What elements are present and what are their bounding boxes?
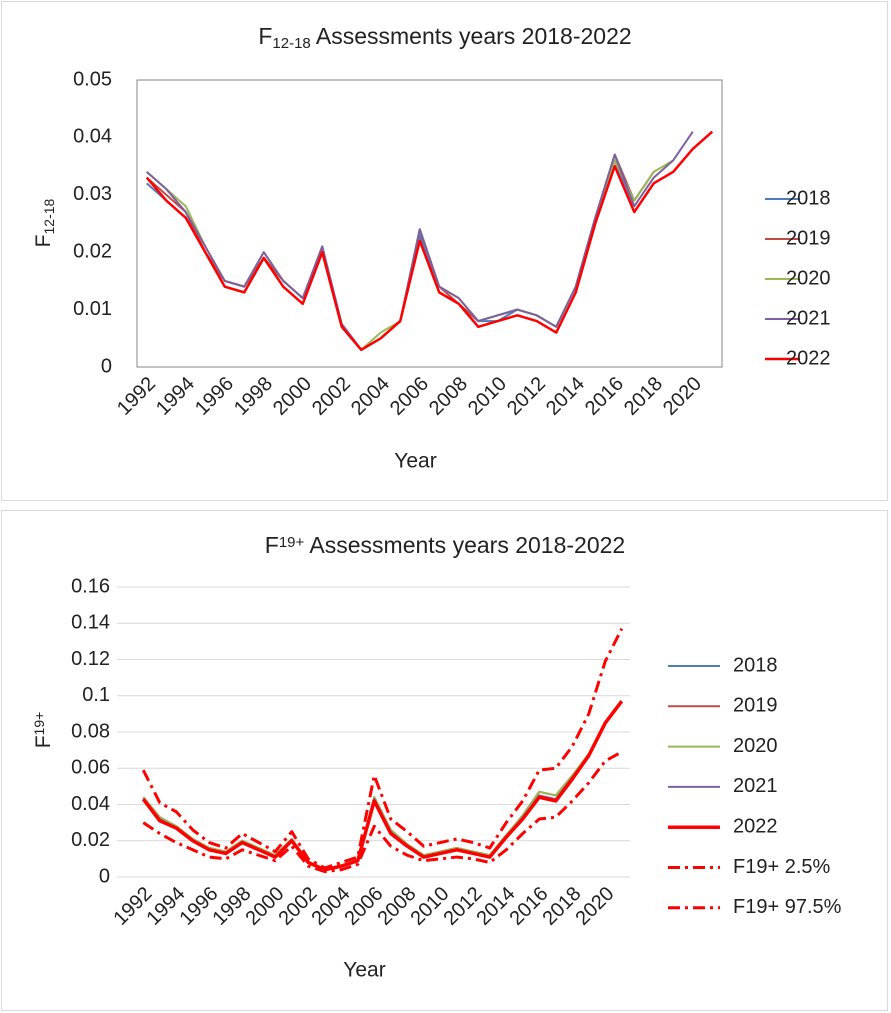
y-tick-label: 0.01	[73, 298, 112, 320]
x-axis-title: Year	[343, 959, 385, 982]
text-subscript: 12-18	[272, 35, 310, 52]
y-tick-label: 0.04	[73, 126, 112, 148]
legend-label: 2019	[733, 695, 778, 717]
rich-text: F12-18	[32, 198, 57, 247]
legend-label: 2019	[786, 227, 831, 249]
text-superscript: 19+	[31, 712, 47, 736]
y-tick-label: 0.16	[71, 575, 110, 597]
rich-text: F19+	[31, 712, 55, 749]
y-tick-label: 0.04	[71, 793, 110, 815]
legend-label: 2021	[733, 775, 778, 797]
rich-text: F19+ Assessments years 2018-2022	[265, 532, 625, 558]
x-axis-title: Year	[394, 450, 436, 473]
text-rest: Assessments years 2018-2022	[311, 23, 632, 49]
series-line	[146, 131, 694, 351]
text-superscript: 19+	[279, 534, 305, 551]
panel-frame	[1, 510, 888, 1011]
series-line	[142, 750, 623, 874]
legend-label: 2022	[733, 815, 778, 837]
legend-label: F19+ 2.5%	[733, 856, 831, 878]
text-base: F	[32, 234, 55, 247]
legend-label: F19+ 97.5%	[733, 896, 842, 918]
y-tick-label: 0.02	[73, 240, 112, 262]
y-tick-label: 0.02	[71, 829, 110, 851]
text-base: F	[258, 23, 272, 49]
y-tick-label: 0.06	[71, 757, 110, 779]
plot-frame	[136, 79, 723, 368]
text-base: F	[265, 532, 279, 558]
y-tick-label: 0.12	[71, 648, 110, 670]
legend-label: 2018	[786, 187, 831, 209]
y-tick-label: 0.1	[82, 684, 110, 706]
rich-text: F12-18 Assessments years 2018-2022	[258, 23, 631, 52]
legend-label: 2018	[733, 654, 778, 676]
y-tick-label: 0	[99, 865, 110, 887]
legend-label: 2021	[786, 307, 831, 329]
series-line	[145, 130, 714, 352]
text-base: F	[32, 735, 55, 748]
panel-frame	[1, 1, 888, 501]
y-tick-label: 0.08	[71, 720, 110, 742]
series-line	[141, 700, 624, 872]
text-subscript: 12-18	[41, 198, 57, 234]
y-tick-label: 0.03	[73, 183, 112, 205]
legend-label: 2020	[733, 735, 778, 757]
y-tick-label: 0.05	[73, 68, 112, 90]
y-tick-label: 0	[101, 355, 112, 377]
legend-label: 2020	[786, 267, 831, 289]
y-tick-label: 0.14	[71, 612, 110, 634]
legend-label: 2022	[786, 347, 831, 369]
text-rest: Assessments years 2018-2022	[304, 532, 625, 558]
